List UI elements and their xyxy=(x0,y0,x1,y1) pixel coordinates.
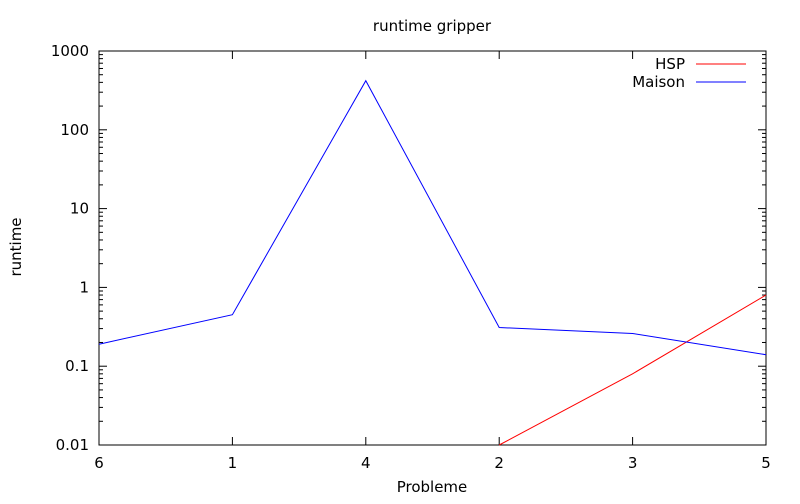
chart-title: runtime gripper xyxy=(373,17,492,35)
y-tick-label: 10 xyxy=(70,200,89,218)
series-line-maison xyxy=(98,79,767,356)
x-tick-label: 6 xyxy=(94,454,104,472)
x-tick-label: 5 xyxy=(761,454,771,472)
x-tick-label: 4 xyxy=(361,454,371,472)
x-tick-label: 3 xyxy=(628,454,638,472)
x-tick-label: 1 xyxy=(228,454,238,472)
y-axis-label: runtime xyxy=(7,217,25,276)
x-tick-label: 2 xyxy=(494,454,504,472)
plot-frame xyxy=(98,50,767,446)
y-tick-label: 100 xyxy=(60,121,89,139)
x-axis-label: Probleme xyxy=(397,478,468,496)
axis-ticks: 6 1 4 2 3 5 0.01 0.1 1 10 100 1000 xyxy=(51,42,771,472)
y-tick-label: 0.01 xyxy=(56,436,89,454)
series-line-hsp xyxy=(498,294,767,446)
y-tick-label: 0.1 xyxy=(65,357,89,375)
series-lines xyxy=(98,79,767,446)
y-tick-label: 1 xyxy=(79,278,89,296)
legend-label: HSP xyxy=(655,55,685,73)
y-tick-label: 1000 xyxy=(51,42,89,60)
legend-label: Maison xyxy=(632,73,685,91)
